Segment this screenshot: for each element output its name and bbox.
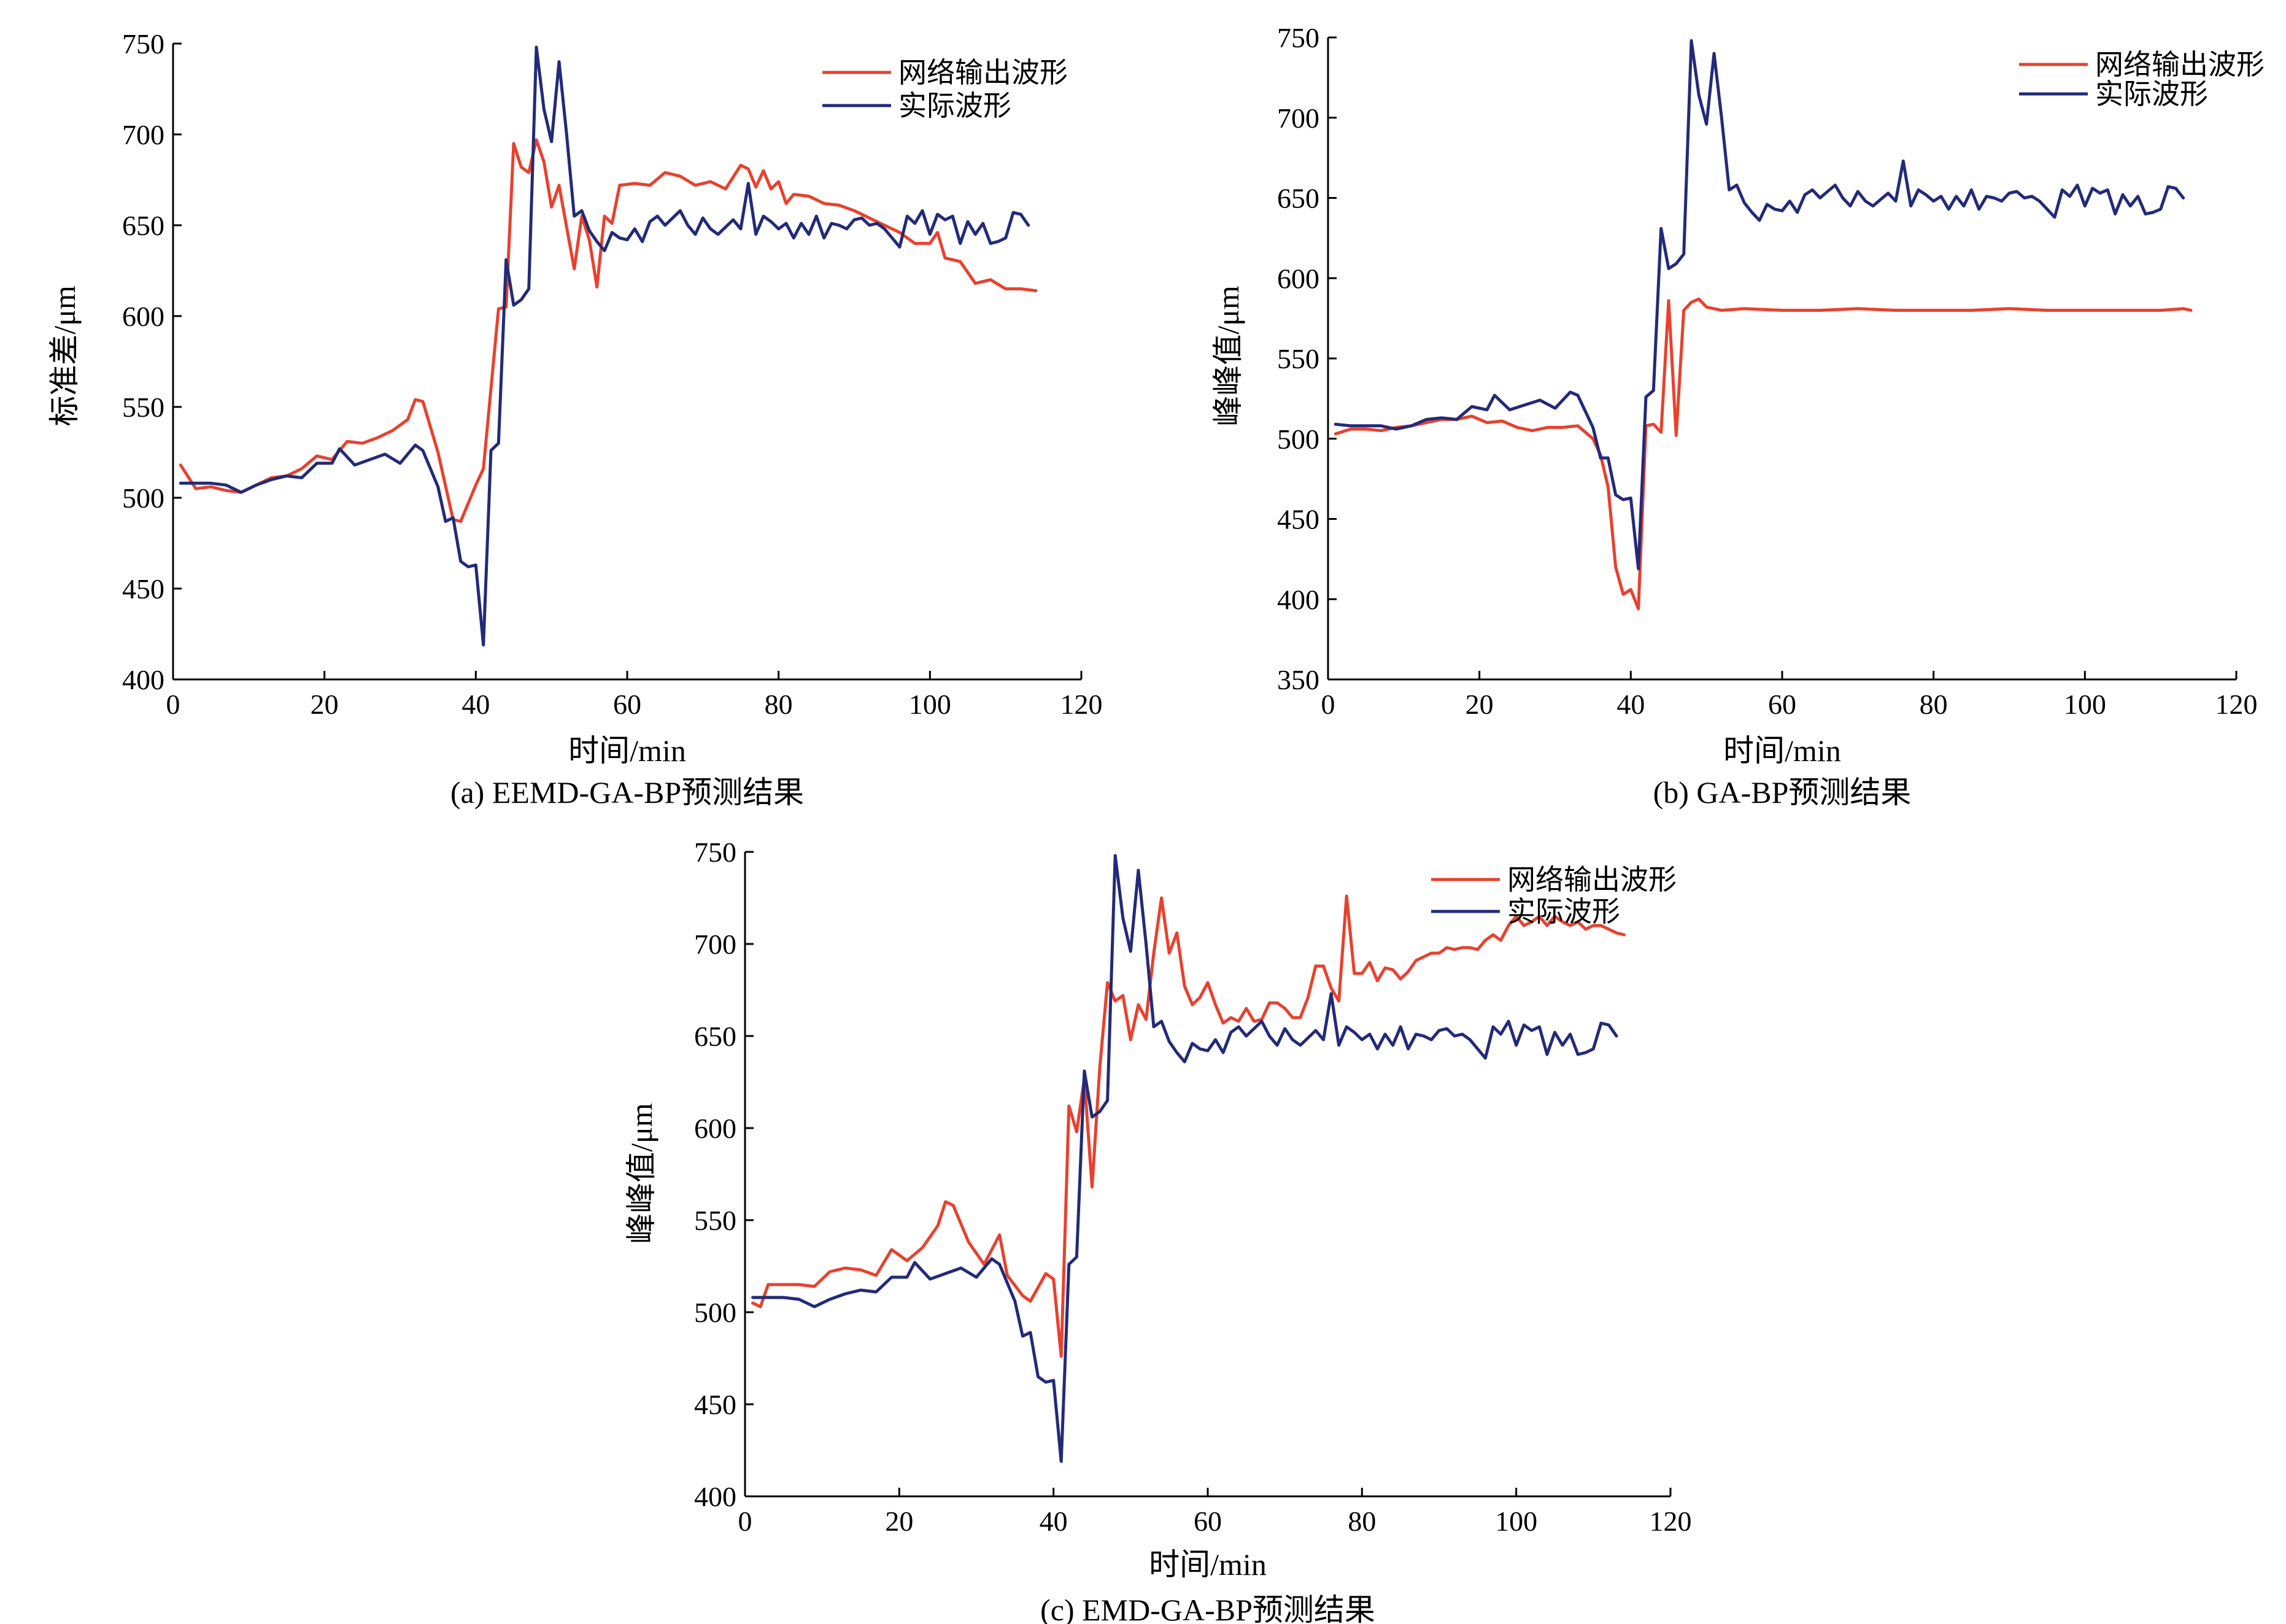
legend-entry: 实际波形 xyxy=(898,90,1011,122)
y-axis-label: 标准差/μm xyxy=(47,285,82,427)
panel-caption: (b) GA-BP预测结果 xyxy=(1653,775,1912,810)
y-tick-label: 700 xyxy=(694,929,736,960)
panel-caption: (a) EEMD-GA-BP预测结果 xyxy=(450,775,804,810)
y-tick-label: 600 xyxy=(122,301,164,332)
legend-entry: 实际波形 xyxy=(1507,896,1620,927)
y-tick-label: 650 xyxy=(694,1021,736,1052)
legend-entry: 网络输出波形 xyxy=(2095,49,2265,80)
x-tick-label: 120 xyxy=(1650,1506,1692,1537)
y-tick-label: 400 xyxy=(694,1481,736,1512)
y-axis-label: 峰峰值/μm xyxy=(1211,285,1245,427)
y-tick-label: 450 xyxy=(122,573,164,605)
y-tick-label: 550 xyxy=(1277,343,1319,374)
y-tick-label: 550 xyxy=(694,1205,736,1236)
x-tick-label: 60 xyxy=(613,689,641,720)
y-tick-label: 350 xyxy=(1277,664,1319,695)
y-tick-label: 450 xyxy=(1277,504,1319,535)
y-tick-label: 700 xyxy=(122,119,164,150)
y-axis-label: 峰峰值/μm xyxy=(624,1103,658,1244)
x-tick-label: 40 xyxy=(1616,689,1645,720)
y-tick-label: 700 xyxy=(1277,102,1319,134)
x-tick-label: 80 xyxy=(1920,689,1948,720)
x-tick-label: 80 xyxy=(1348,1506,1376,1537)
y-tick-label: 650 xyxy=(122,210,164,241)
legend-entry: 网络输出波形 xyxy=(898,57,1068,88)
y-tick-label: 650 xyxy=(1277,183,1319,214)
x-tick-label: 20 xyxy=(885,1506,913,1537)
x-tick-label: 120 xyxy=(1060,689,1103,720)
y-tick-label: 750 xyxy=(122,28,164,60)
x-tick-label: 80 xyxy=(765,689,793,720)
y-tick-label: 400 xyxy=(1277,584,1319,615)
x-axis-label: 时间/min xyxy=(568,733,686,768)
panel-caption: (c) EMD-GA-BP预测结果 xyxy=(1040,1593,1375,1624)
x-tick-label: 0 xyxy=(166,689,180,720)
x-tick-label: 60 xyxy=(1194,1506,1222,1537)
y-tick-label: 400 xyxy=(122,664,164,695)
y-tick-label: 450 xyxy=(694,1389,736,1420)
y-tick-label: 600 xyxy=(694,1113,736,1144)
series-line-output xyxy=(1334,297,2193,611)
x-tick-label: 120 xyxy=(2215,689,2258,720)
x-axis-label: 时间/min xyxy=(1149,1547,1267,1582)
series-line-actual xyxy=(179,45,1030,647)
x-axis-label: 时间/min xyxy=(1723,733,1841,768)
series-line-output xyxy=(751,894,1626,1358)
series-line-actual xyxy=(751,854,1618,1463)
y-tick-label: 750 xyxy=(1277,22,1319,53)
y-tick-label: 550 xyxy=(122,392,164,423)
y-tick-label: 500 xyxy=(122,482,164,514)
series-line-actual xyxy=(1334,39,2185,571)
x-tick-label: 20 xyxy=(1465,689,1494,720)
series-line-output xyxy=(179,138,1038,523)
y-tick-label: 750 xyxy=(694,837,736,868)
x-tick-label: 0 xyxy=(738,1506,752,1537)
panel-a: 0 20 40 60 80 100 120 400 450 500 550 600 650 700 750 时… xyxy=(47,28,1103,810)
legend-entry: 实际波形 xyxy=(2095,79,2208,110)
y-tick-label: 500 xyxy=(1277,423,1319,455)
x-tick-label: 60 xyxy=(1768,689,1796,720)
y-tick-label: 500 xyxy=(694,1297,736,1328)
legend-entry: 网络输出波形 xyxy=(1507,864,1677,895)
x-tick-label: 40 xyxy=(461,689,490,720)
y-tick-label: 600 xyxy=(1277,263,1319,294)
x-tick-label: 0 xyxy=(1321,689,1335,720)
x-tick-label: 100 xyxy=(909,689,951,720)
panel-c: 0 20 40 60 80 100 120 400 450 500 550 600 650 700 750 时… xyxy=(624,837,1692,1624)
x-tick-label: 40 xyxy=(1040,1506,1068,1537)
x-tick-label: 20 xyxy=(311,689,339,720)
panel-b: 0 20 40 60 80 100 120 350 400 450 500 550 600 650 700 7… xyxy=(1211,22,2265,810)
x-tick-label: 100 xyxy=(1495,1506,1537,1537)
x-tick-label: 100 xyxy=(2064,689,2106,720)
